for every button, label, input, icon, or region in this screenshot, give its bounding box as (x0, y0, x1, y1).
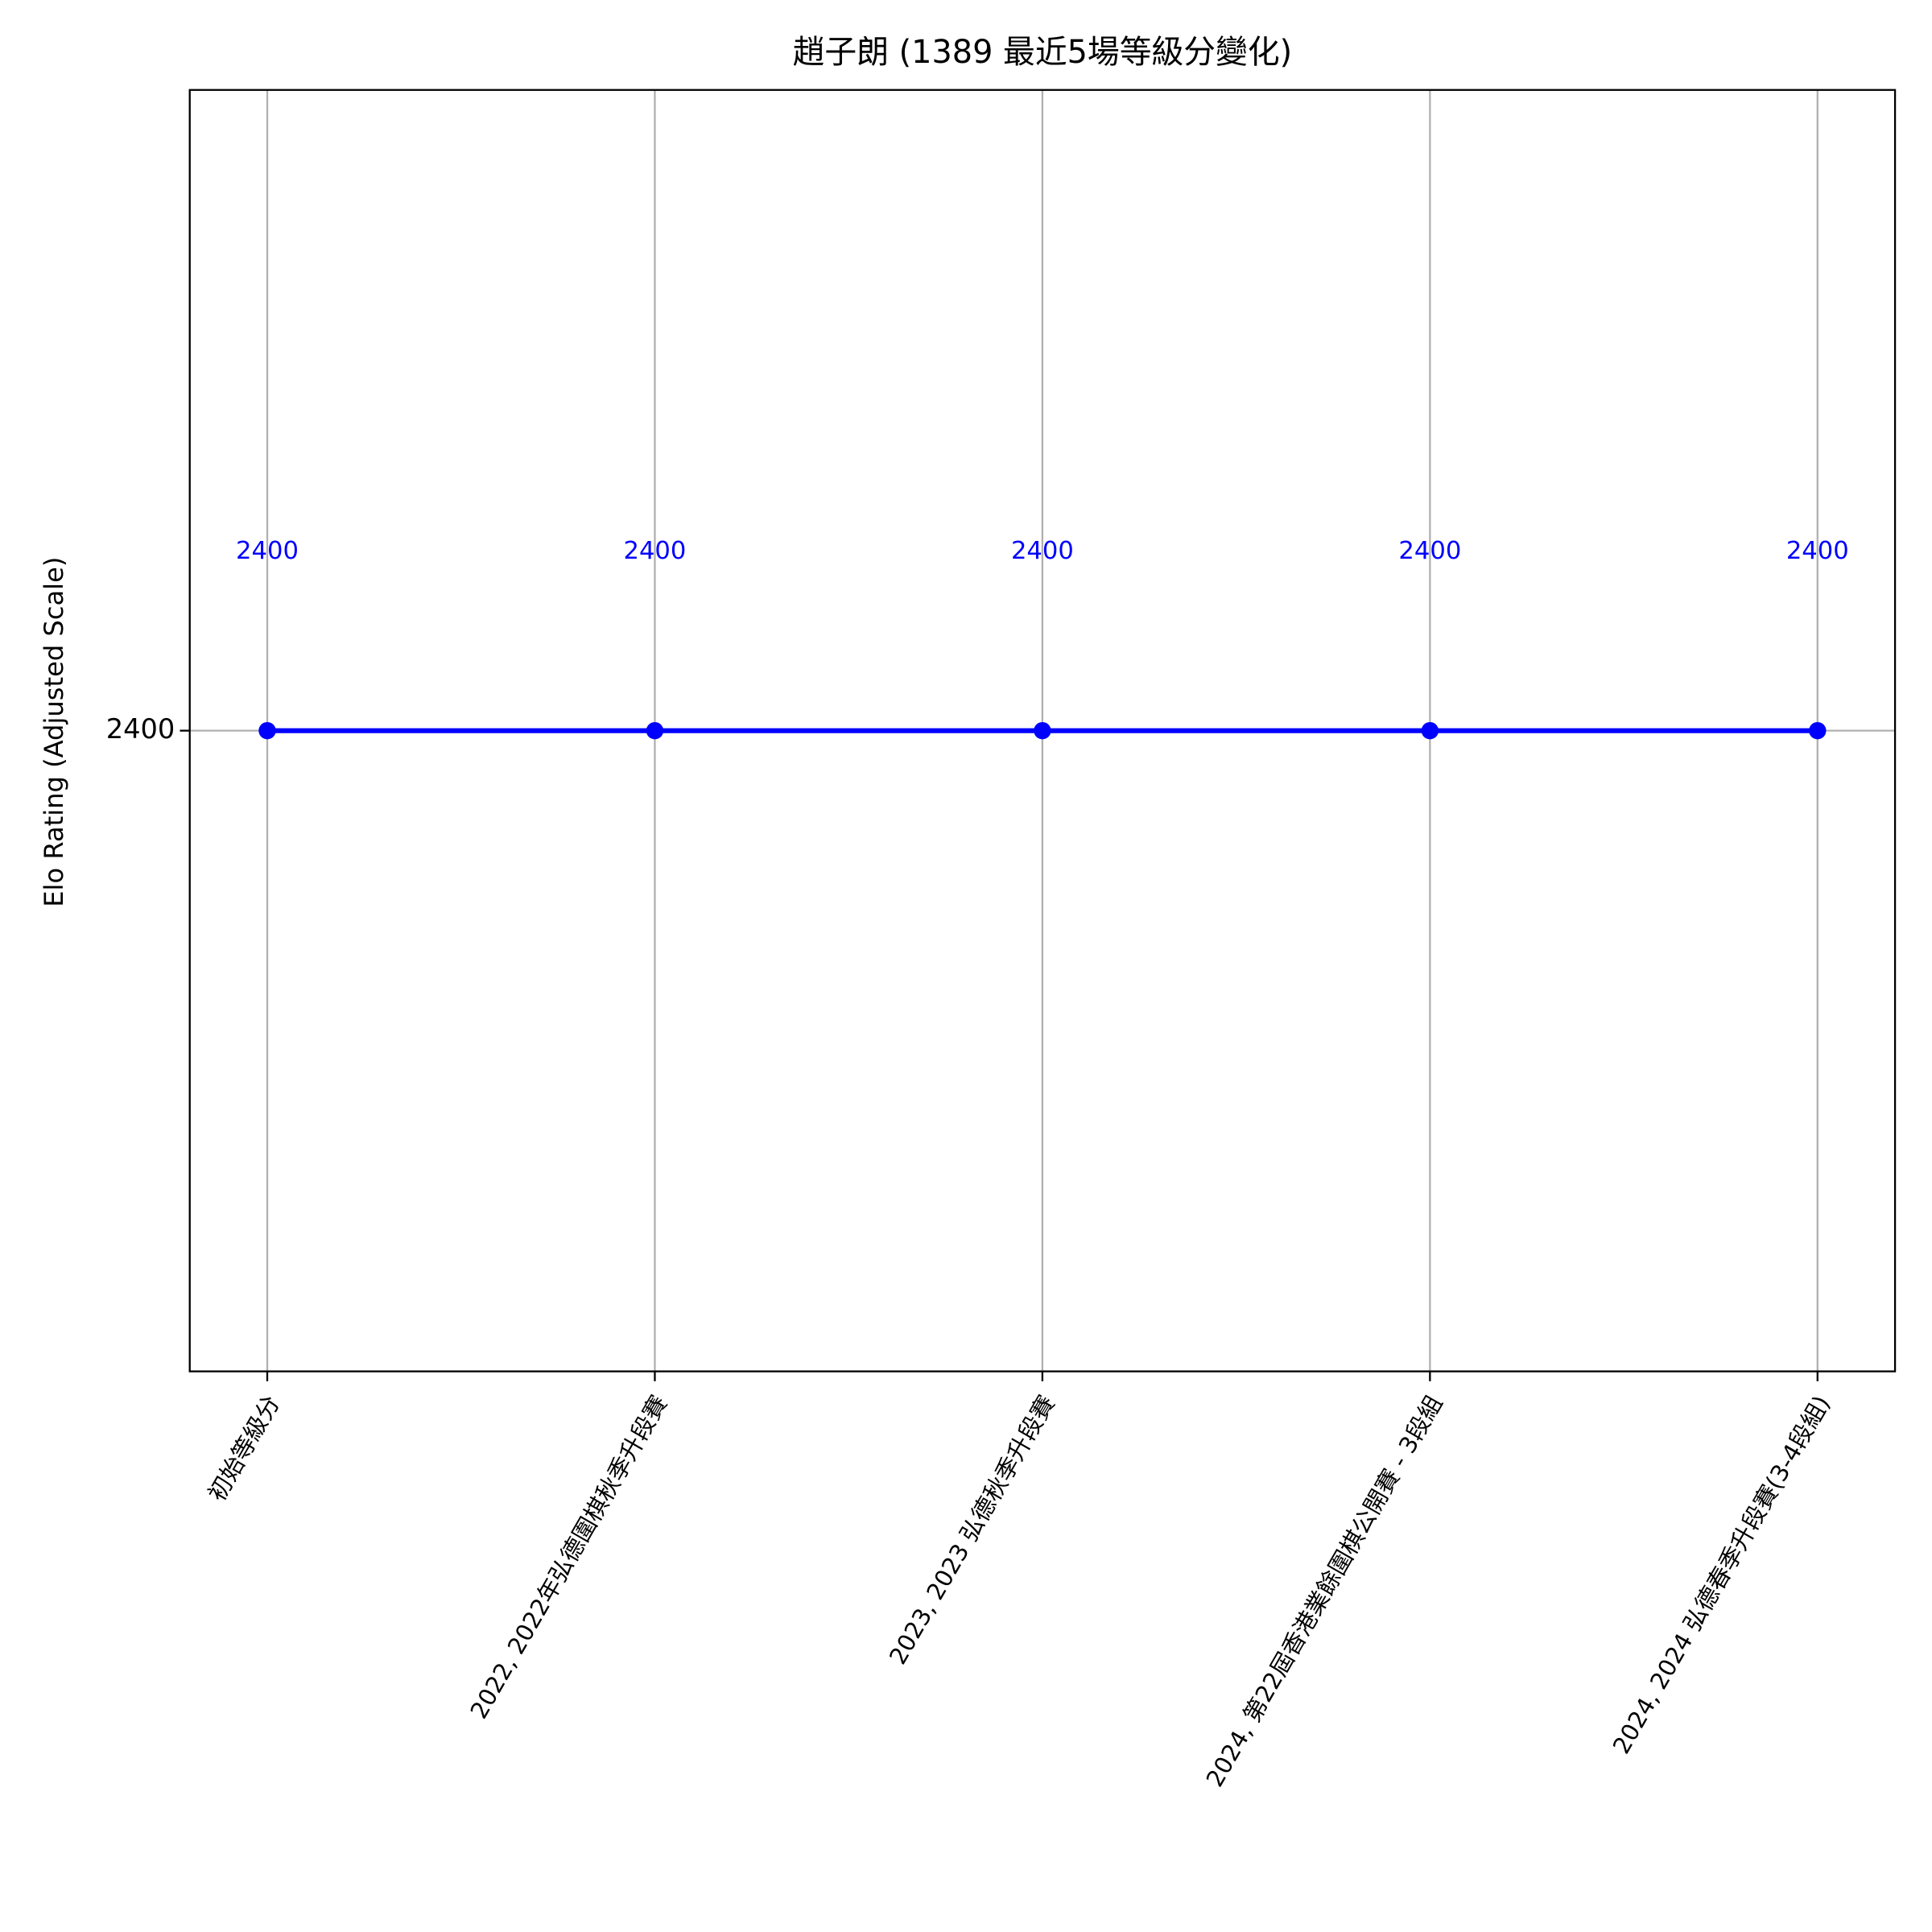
x-tick-label: 初始等級分 (203, 1391, 285, 1506)
y-axis-label: Elo Rating (Adjusted Scale) (39, 557, 69, 907)
x-tick-label: 2024, 第22屆香港業餘圍棋公開賽 - 3段組 (1201, 1391, 1448, 1792)
data-label: 2400 (1011, 537, 1074, 565)
x-tick-label: 2022, 2022年弘德圍棋秋季升段賽 (465, 1391, 673, 1724)
data-label: 2400 (1786, 537, 1849, 565)
chart-title: 趙子朗 (1389 最近5場等級分變化) (793, 34, 1292, 71)
x-tick-label: 2024, 2024 弘德春季升段賽(3-4段組) (1608, 1391, 1835, 1759)
data-point (1421, 721, 1439, 740)
y-tick-label: 2400 (106, 713, 175, 745)
data-point (646, 721, 664, 740)
data-label: 2400 (623, 537, 686, 565)
data-point (1809, 721, 1827, 740)
x-tick-label: 2023, 2023 弘德秋季升段賽 (884, 1391, 1060, 1669)
data-point (258, 721, 276, 740)
data-label: 2400 (1398, 537, 1461, 565)
data-point (1034, 721, 1051, 740)
plot-frame (188, 89, 1897, 1373)
data-label: 2400 (236, 537, 299, 565)
